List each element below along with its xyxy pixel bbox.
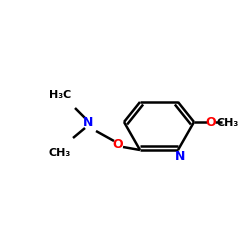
Text: O: O (113, 138, 123, 151)
Text: O: O (206, 116, 216, 128)
Text: H₃C: H₃C (49, 90, 71, 100)
Text: N: N (175, 150, 185, 164)
Text: CH₃: CH₃ (49, 148, 71, 158)
Text: CH₃: CH₃ (217, 118, 239, 128)
Text: N: N (83, 116, 93, 130)
